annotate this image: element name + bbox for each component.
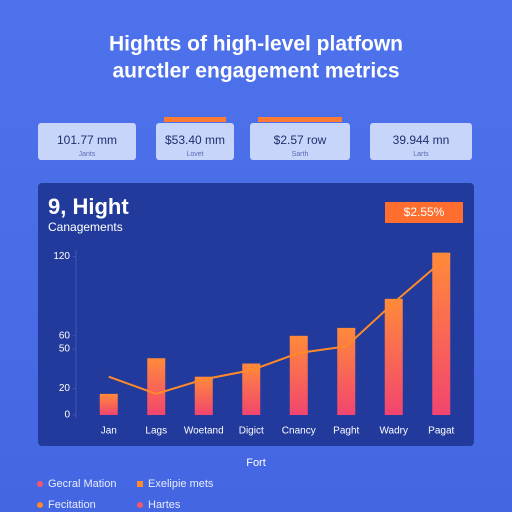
kpi-label: Larts — [413, 151, 429, 158]
kpi-card — [250, 123, 350, 160]
kpi-value: $53.40 mm — [165, 133, 225, 147]
legend-label: Fecitation — [48, 499, 96, 511]
kpi-value: $2.57 row — [274, 133, 327, 147]
kpi-accent — [164, 117, 226, 122]
legend-swatch — [137, 481, 143, 487]
legend-label: Exelipie mets — [148, 478, 214, 490]
x-tick-label: Lags — [145, 426, 167, 437]
kpi-card — [370, 123, 472, 160]
legend-swatch — [137, 502, 143, 508]
x-tick-label: Woetand — [184, 426, 224, 437]
badge — [385, 202, 463, 223]
x-tick-label: Pagat — [428, 426, 454, 437]
legend-swatch — [37, 502, 43, 508]
line — [108, 261, 442, 395]
bar — [194, 376, 213, 415]
x-axis-label: Fort — [246, 457, 266, 469]
x-tick-label: Wadry — [379, 426, 408, 437]
x-tick-label: Digict — [239, 426, 264, 437]
y-tick-label: 0 — [64, 410, 70, 421]
x-tick-label: Cnancy — [282, 426, 316, 437]
bar — [147, 358, 166, 415]
bar — [432, 252, 451, 415]
legend-swatch — [37, 481, 43, 487]
kpi-label: Jants — [79, 151, 96, 158]
kpi-value: 101.77 mm — [57, 133, 117, 147]
bar — [289, 335, 308, 415]
badge-text: $2.55% — [404, 205, 445, 219]
x-tick-label: Jan — [101, 426, 117, 437]
bar — [337, 327, 356, 415]
x-tick-label: Paght — [333, 426, 359, 437]
title: aurctler engagement metrics — [112, 60, 399, 83]
y-tick-label: 120 — [53, 251, 70, 262]
bar — [384, 298, 403, 415]
chart-panel — [38, 183, 474, 446]
chart-title: 9, Hight — [48, 194, 129, 219]
legend-label: Hartes — [148, 499, 181, 511]
kpi-value: 39.944 mn — [393, 133, 450, 147]
legend-label: Gecral Mation — [48, 478, 116, 490]
bar — [99, 393, 118, 415]
kpi-card — [38, 123, 136, 160]
kpi-label: Sarth — [292, 151, 309, 158]
kpi-accent — [258, 117, 342, 122]
bar — [242, 363, 261, 415]
title: Hightts of high-level platfown — [109, 33, 403, 56]
y-tick-label: 60 — [59, 330, 71, 341]
y-tick-label: 20 — [59, 383, 71, 394]
chart-subtitle: Canagements — [48, 220, 123, 234]
kpi-label: Lovet — [186, 151, 203, 158]
kpi-card — [156, 123, 234, 160]
kpi-cards: 101.77 mm Jants $53.40 mm Lovet $2.57 row Sar… — [38, 117, 472, 160]
y-tick-label: 50 — [59, 344, 71, 355]
